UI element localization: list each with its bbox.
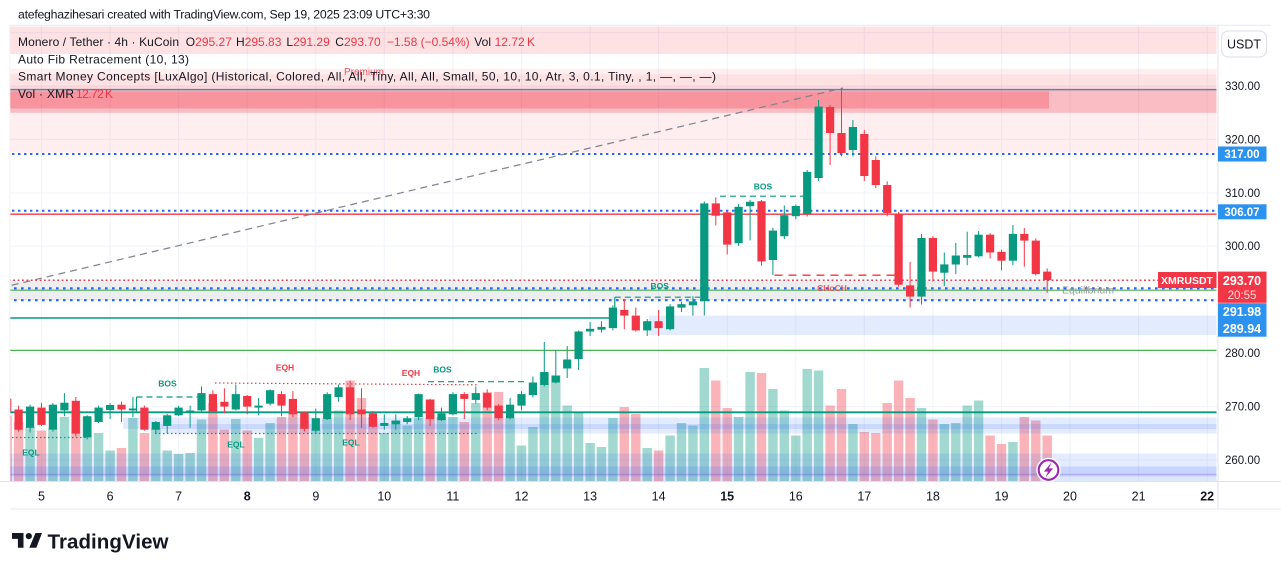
svg-text:291.98: 291.98 [1223, 305, 1261, 319]
svg-text:Auto Fib Retracement (10, 13): Auto Fib Retracement (10, 13) [18, 53, 189, 67]
svg-text:16: 16 [789, 490, 803, 504]
svg-text:USDT: USDT [1227, 38, 1261, 52]
svg-text:5: 5 [38, 490, 45, 504]
svg-text:18: 18 [926, 490, 940, 504]
svg-text:BOS: BOS [158, 379, 177, 389]
svg-text:7: 7 [175, 490, 182, 504]
svg-text:Equilibrium: Equilibrium [1062, 285, 1114, 297]
svg-text:TradingView: TradingView [48, 531, 169, 554]
svg-text:306.07: 306.07 [1224, 207, 1259, 219]
svg-text:Smart Money Concepts [LuxAlgo]: Smart Money Concepts [LuxAlgo] (Historic… [18, 70, 716, 84]
svg-text:EQH: EQH [402, 368, 420, 378]
svg-text:17: 17 [857, 490, 871, 504]
svg-text:310.00: 310.00 [1225, 188, 1260, 200]
svg-text:6: 6 [107, 490, 114, 504]
svg-text:260.00: 260.00 [1225, 455, 1260, 467]
svg-text:12: 12 [515, 490, 529, 504]
svg-text:270.00: 270.00 [1225, 401, 1260, 413]
svg-text:289.94: 289.94 [1223, 322, 1261, 336]
svg-text:BOS: BOS [433, 365, 452, 375]
svg-text:8: 8 [244, 490, 251, 504]
svg-text:10: 10 [377, 490, 391, 504]
svg-text:280.00: 280.00 [1225, 348, 1260, 360]
svg-text:EQH: EQH [276, 363, 294, 373]
svg-text:9: 9 [312, 490, 319, 504]
svg-text:20: 20 [1063, 490, 1077, 504]
svg-text:Premium: Premium [344, 67, 384, 78]
svg-text:EQL: EQL [227, 440, 244, 450]
svg-text:317.00: 317.00 [1224, 149, 1259, 161]
svg-text:EQL: EQL [342, 438, 359, 448]
svg-text:330.00: 330.00 [1225, 81, 1260, 93]
svg-text:14: 14 [652, 490, 666, 504]
svg-text:BOS: BOS [650, 281, 669, 291]
svg-text:15: 15 [720, 490, 734, 504]
svg-text:XMRUSDT: XMRUSDT [1161, 275, 1214, 287]
svg-text:13: 13 [583, 490, 597, 504]
svg-text:300.00: 300.00 [1225, 241, 1260, 253]
svg-text:20:55: 20:55 [1228, 290, 1257, 302]
svg-text:11: 11 [446, 490, 459, 504]
svg-text:19: 19 [995, 490, 1009, 504]
svg-text:22: 22 [1200, 490, 1214, 504]
svg-text:atefeghazihesari created with: atefeghazihesari created with TradingVie… [18, 8, 430, 22]
svg-text:293.70: 293.70 [1223, 274, 1261, 288]
svg-text:EQL: EQL [22, 448, 39, 458]
svg-text:CHoCH: CHoCH [817, 283, 847, 293]
svg-text:BOS: BOS [754, 182, 773, 192]
svg-text:320.00: 320.00 [1225, 134, 1260, 146]
svg-text:21: 21 [1132, 490, 1146, 504]
